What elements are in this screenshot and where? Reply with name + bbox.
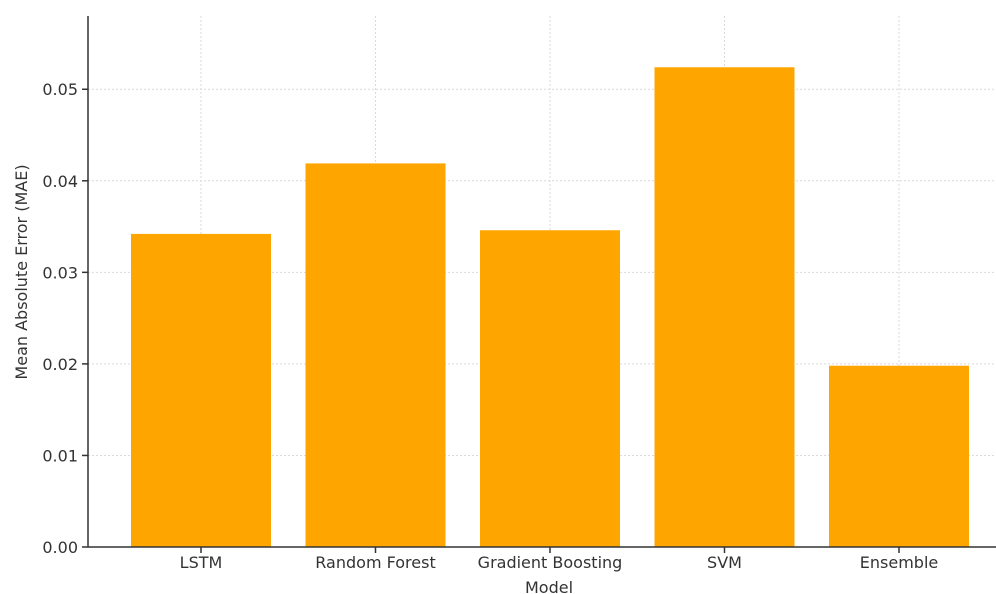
y-tick-label: 0.03 [42,263,78,282]
x-tick-label: Ensemble [860,553,938,572]
y-tick-label: 0.00 [42,538,78,557]
y-ticks: 0.00 0.01 0.02 0.03 0.04 0.05 [42,80,88,557]
bar-gradient-boosting [480,230,620,548]
bar-random-forest [305,163,446,548]
y-axis-label: Mean Absolute Error (MAE) [12,164,31,379]
x-tick-label: Gradient Boosting [478,553,623,572]
y-tick-label: 0.01 [42,446,78,465]
x-axis-label: Model [525,578,573,594]
y-tick-label: 0.05 [42,80,78,99]
x-tick-label: LSTM [180,553,223,572]
y-tick-label: 0.02 [42,355,78,374]
x-ticks: LSTM Random Forest Gradient Boosting SVM Ens… [180,547,938,572]
bar-ensemble [829,365,969,547]
bar-svm [654,67,795,547]
x-tick-label: SVM [707,553,742,572]
bars [131,67,969,548]
x-tick-label: Random Forest [315,553,435,572]
axes [87,16,996,548]
y-tick-label: 0.04 [42,172,78,191]
bar-lstm [131,233,271,547]
